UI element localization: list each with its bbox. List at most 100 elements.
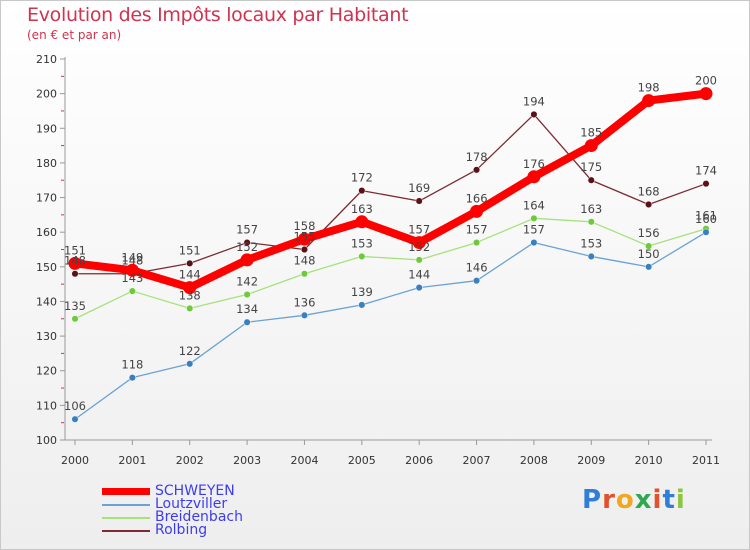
data-point	[530, 214, 538, 222]
legend-label-rolbing: Rolbing	[155, 522, 208, 538]
data-label: 149	[121, 250, 143, 264]
data-label: 161	[695, 209, 717, 223]
x-tick-label: 2004	[290, 454, 318, 467]
data-point	[297, 232, 311, 246]
data-label: 122	[179, 344, 201, 358]
data-label: 174	[695, 164, 717, 178]
series-line-breidenbach	[74, 217, 707, 320]
legend-item-rolbing: Rolbing	[102, 522, 342, 538]
y-tick-label: 160	[36, 226, 57, 239]
data-label: 172	[351, 171, 373, 185]
data-label: 185	[580, 126, 602, 140]
data-point	[71, 415, 79, 423]
data-label: 200	[695, 74, 717, 88]
data-point	[530, 239, 538, 247]
data-point	[472, 166, 481, 174]
data-point	[68, 256, 82, 270]
data-label: 138	[179, 288, 201, 302]
data-point	[300, 270, 309, 278]
logo-letter: P	[582, 485, 603, 515]
data-label: 157	[466, 223, 488, 237]
data-label: 157	[408, 223, 430, 237]
logo-letter: t	[662, 485, 676, 515]
data-label: 152	[408, 240, 430, 254]
data-point	[645, 242, 653, 250]
data-point	[415, 256, 423, 264]
y-tick-label: 150	[36, 261, 57, 274]
data-point	[702, 180, 710, 188]
data-point	[186, 304, 194, 312]
data-point	[530, 110, 538, 118]
data-label: 163	[580, 202, 602, 216]
logo-letter: i	[675, 485, 686, 515]
data-label: 157	[523, 223, 545, 237]
data-point	[584, 139, 598, 153]
data-label: 136	[293, 295, 315, 309]
logo-letter: x	[634, 485, 653, 515]
data-point	[183, 281, 197, 295]
data-point	[358, 301, 366, 309]
y-tick-label: 140	[36, 295, 57, 308]
data-point	[412, 236, 426, 250]
data-point	[415, 284, 423, 292]
data-point	[71, 315, 79, 323]
data-point	[358, 252, 366, 260]
data-label: 176	[523, 157, 545, 171]
x-tick-label: 2005	[348, 454, 376, 467]
legend-item-loutzviller: Loutzviller	[102, 496, 342, 512]
x-tick-label: 2001	[118, 454, 146, 467]
logo-letter: o	[615, 485, 635, 515]
x-tick-label: 2007	[463, 454, 491, 467]
data-label: 151	[64, 243, 86, 257]
data-point	[587, 218, 595, 226]
data-label: 164	[523, 198, 545, 212]
proxiti-logo: Proxiti	[582, 485, 686, 515]
legend-item-breidenbach: Breidenbach	[102, 509, 342, 525]
y-tick-label: 200	[36, 88, 57, 101]
data-label: 163	[351, 202, 373, 216]
data-point	[415, 197, 423, 205]
data-point	[355, 215, 369, 229]
legend-item-schweyen: SCHWEYEN	[102, 483, 342, 499]
data-point	[472, 239, 481, 247]
x-tick-label: 2006	[405, 454, 433, 467]
data-point	[243, 290, 251, 299]
data-point	[300, 245, 309, 254]
x-tick-label: 2010	[635, 454, 663, 467]
data-label: 144	[179, 268, 201, 282]
data-point	[128, 287, 136, 295]
y-tick-label: 110	[36, 399, 57, 412]
data-point	[128, 374, 136, 382]
data-point	[645, 200, 653, 209]
legend-label-loutzviller: Loutzviller	[155, 496, 228, 512]
x-tick-label: 2011	[692, 454, 720, 467]
data-label: 148	[64, 254, 86, 268]
data-label: 146	[466, 261, 488, 275]
data-label: 168	[638, 184, 660, 198]
data-point	[243, 318, 251, 326]
data-point	[470, 204, 484, 218]
data-label: 175	[580, 160, 602, 174]
data-label: 157	[236, 223, 258, 237]
data-label: 178	[466, 150, 488, 164]
data-point	[587, 252, 595, 260]
data-point	[243, 239, 251, 247]
x-tick-label: 2008	[520, 454, 548, 467]
data-point	[587, 176, 595, 184]
data-label: 158	[293, 219, 315, 233]
data-label: 106	[64, 399, 86, 413]
data-label: 166	[466, 191, 488, 205]
chart-subtitle: (en € et par an)	[27, 28, 122, 42]
data-label: 160	[695, 212, 717, 226]
series-line-loutzviller	[74, 231, 707, 420]
data-point	[300, 311, 309, 319]
data-label: 118	[121, 358, 143, 372]
series-line-schweyen	[74, 89, 707, 292]
data-label: 148	[121, 254, 143, 268]
legend-swatch-rolbing	[102, 530, 150, 532]
data-point	[642, 94, 656, 108]
data-label: 156	[638, 226, 660, 240]
y-tick-label: 180	[36, 157, 57, 170]
